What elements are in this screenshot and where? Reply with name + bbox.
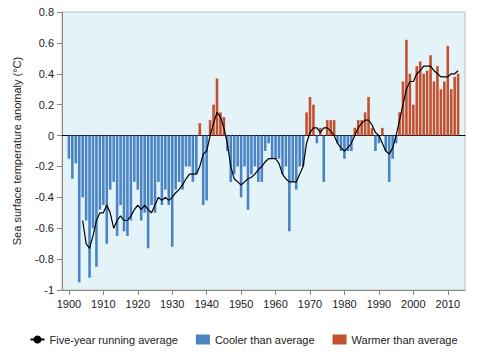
svg-text:2010: 2010	[436, 298, 460, 310]
svg-text:Sea surface temperature anomal: Sea surface temperature anomaly (°C)	[11, 57, 23, 245]
svg-text:1980: 1980	[332, 298, 356, 310]
svg-text:1970: 1970	[298, 298, 322, 310]
svg-text:1900: 1900	[57, 298, 81, 310]
svg-text:0.4: 0.4	[39, 68, 54, 80]
svg-text:-0.4: -0.4	[35, 191, 54, 203]
svg-text:1910: 1910	[91, 298, 115, 310]
svg-text:Five-year running average: Five-year running average	[49, 334, 177, 346]
svg-text:0.2: 0.2	[39, 99, 54, 111]
svg-text:-1: -1	[44, 284, 54, 296]
svg-text:1940: 1940	[194, 298, 218, 310]
svg-text:-0.6: -0.6	[35, 222, 54, 234]
svg-text:-0.2: -0.2	[35, 160, 54, 172]
svg-text:Cooler than average: Cooler than average	[215, 334, 315, 346]
svg-text:0.8: 0.8	[39, 6, 54, 18]
svg-text:Warmer than average: Warmer than average	[352, 334, 458, 346]
svg-text:1930: 1930	[160, 298, 184, 310]
svg-text:0: 0	[48, 130, 54, 142]
svg-text:1990: 1990	[367, 298, 391, 310]
svg-text:1950: 1950	[229, 298, 253, 310]
svg-text:1960: 1960	[263, 298, 287, 310]
svg-text:2000: 2000	[401, 298, 425, 310]
svg-text:1920: 1920	[126, 298, 150, 310]
svg-text:-0.8: -0.8	[35, 253, 54, 265]
svg-text:0.6: 0.6	[39, 37, 54, 49]
